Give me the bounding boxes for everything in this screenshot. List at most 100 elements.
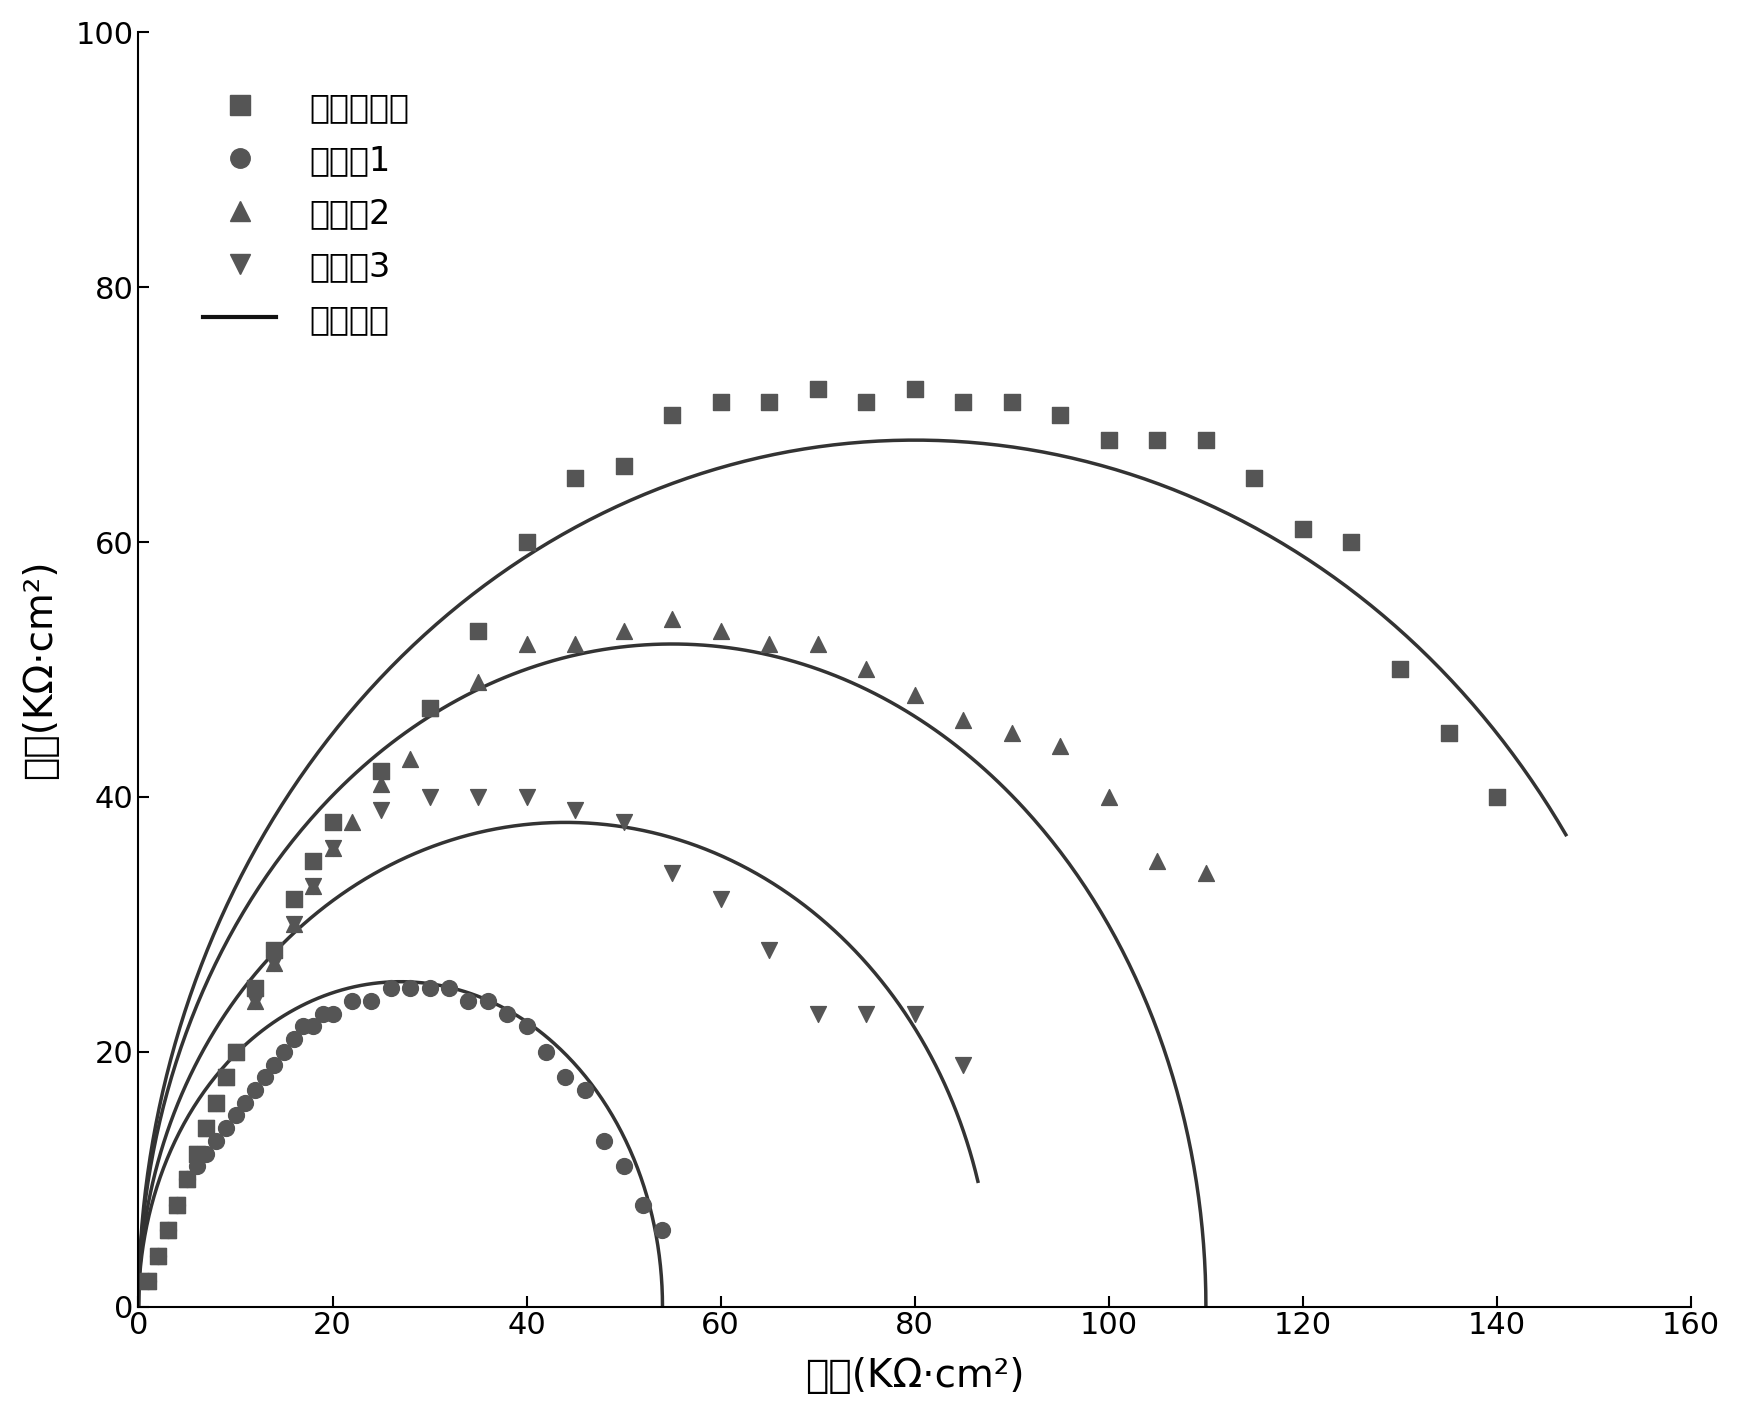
Point [571,1079,599,1102]
Point [193,1117,221,1140]
Point [416,697,444,719]
X-axis label: 实部(KΩ·cm²): 实部(KΩ·cm²) [804,1357,1024,1395]
Point [221,1041,249,1063]
Point [202,1092,230,1114]
Point [658,607,686,630]
Point [804,378,832,401]
Point [202,1092,230,1114]
Point [512,786,540,809]
Point [221,1041,249,1063]
Point [552,1066,580,1089]
Point [465,671,493,694]
Point [280,913,308,936]
Point [804,1003,832,1025]
Point [164,1194,192,1216]
Point [1241,467,1269,490]
Point [240,990,268,1012]
Point [367,773,395,796]
Point [164,1194,192,1216]
Point [289,1015,317,1038]
Point [512,633,540,656]
Point [319,837,346,860]
Point [172,1168,200,1191]
Point [756,939,783,961]
Point [1386,658,1414,681]
Point [240,977,268,1000]
Point [561,799,588,821]
Point [853,1003,881,1025]
Point [172,1168,200,1191]
Y-axis label: 虚部(KΩ·cm²): 虚部(KΩ·cm²) [21,559,59,779]
Point [998,722,1025,745]
Point [474,990,501,1012]
Point [949,1054,977,1076]
Point [1483,786,1511,809]
Point [319,811,346,834]
Point [397,977,425,1000]
Point [319,837,346,860]
Point [1144,850,1172,872]
Point [1337,531,1365,554]
Point [299,850,327,872]
Point [1144,429,1172,452]
Point [308,1003,336,1025]
Point [1095,786,1123,809]
Point [183,1155,211,1178]
Point [261,952,289,974]
Point [134,1270,162,1293]
Point [193,1117,221,1140]
Point [338,990,366,1012]
Point [416,786,444,809]
Point [512,531,540,554]
Point [299,1015,327,1038]
Point [367,760,395,783]
Point [172,1168,200,1191]
Point [319,1003,346,1025]
Point [280,1028,308,1051]
Point [853,658,881,681]
Point [145,1245,172,1267]
Point [212,1066,240,1089]
Point [183,1143,211,1165]
Point [221,1104,249,1127]
Point [435,977,463,1000]
Point [707,391,735,413]
Point [240,1079,268,1102]
Point [183,1143,211,1165]
Point [212,1117,240,1140]
Point [609,455,637,477]
Point [804,633,832,656]
Point [949,709,977,732]
Point [465,786,493,809]
Point [261,952,289,974]
Point [561,467,588,490]
Point [465,620,493,643]
Point [270,1041,298,1063]
Point [416,697,444,719]
Point [240,990,268,1012]
Point [145,1245,172,1267]
Point [134,1270,162,1293]
Point [153,1219,181,1242]
Point [1193,862,1220,885]
Point [1095,429,1123,452]
Point [134,1270,162,1293]
Point [900,378,928,401]
Point [261,1054,289,1076]
Point [609,1155,637,1178]
Point [153,1219,181,1242]
Point [590,1130,618,1153]
Point [1046,404,1074,426]
Point [512,1015,540,1038]
Point [134,1270,162,1293]
Point [193,1117,221,1140]
Point [756,391,783,413]
Point [949,391,977,413]
Point [1046,735,1074,758]
Point [609,620,637,643]
Point [357,990,385,1012]
Point [153,1219,181,1242]
Point [145,1245,172,1267]
Point [164,1194,192,1216]
Point [202,1130,230,1153]
